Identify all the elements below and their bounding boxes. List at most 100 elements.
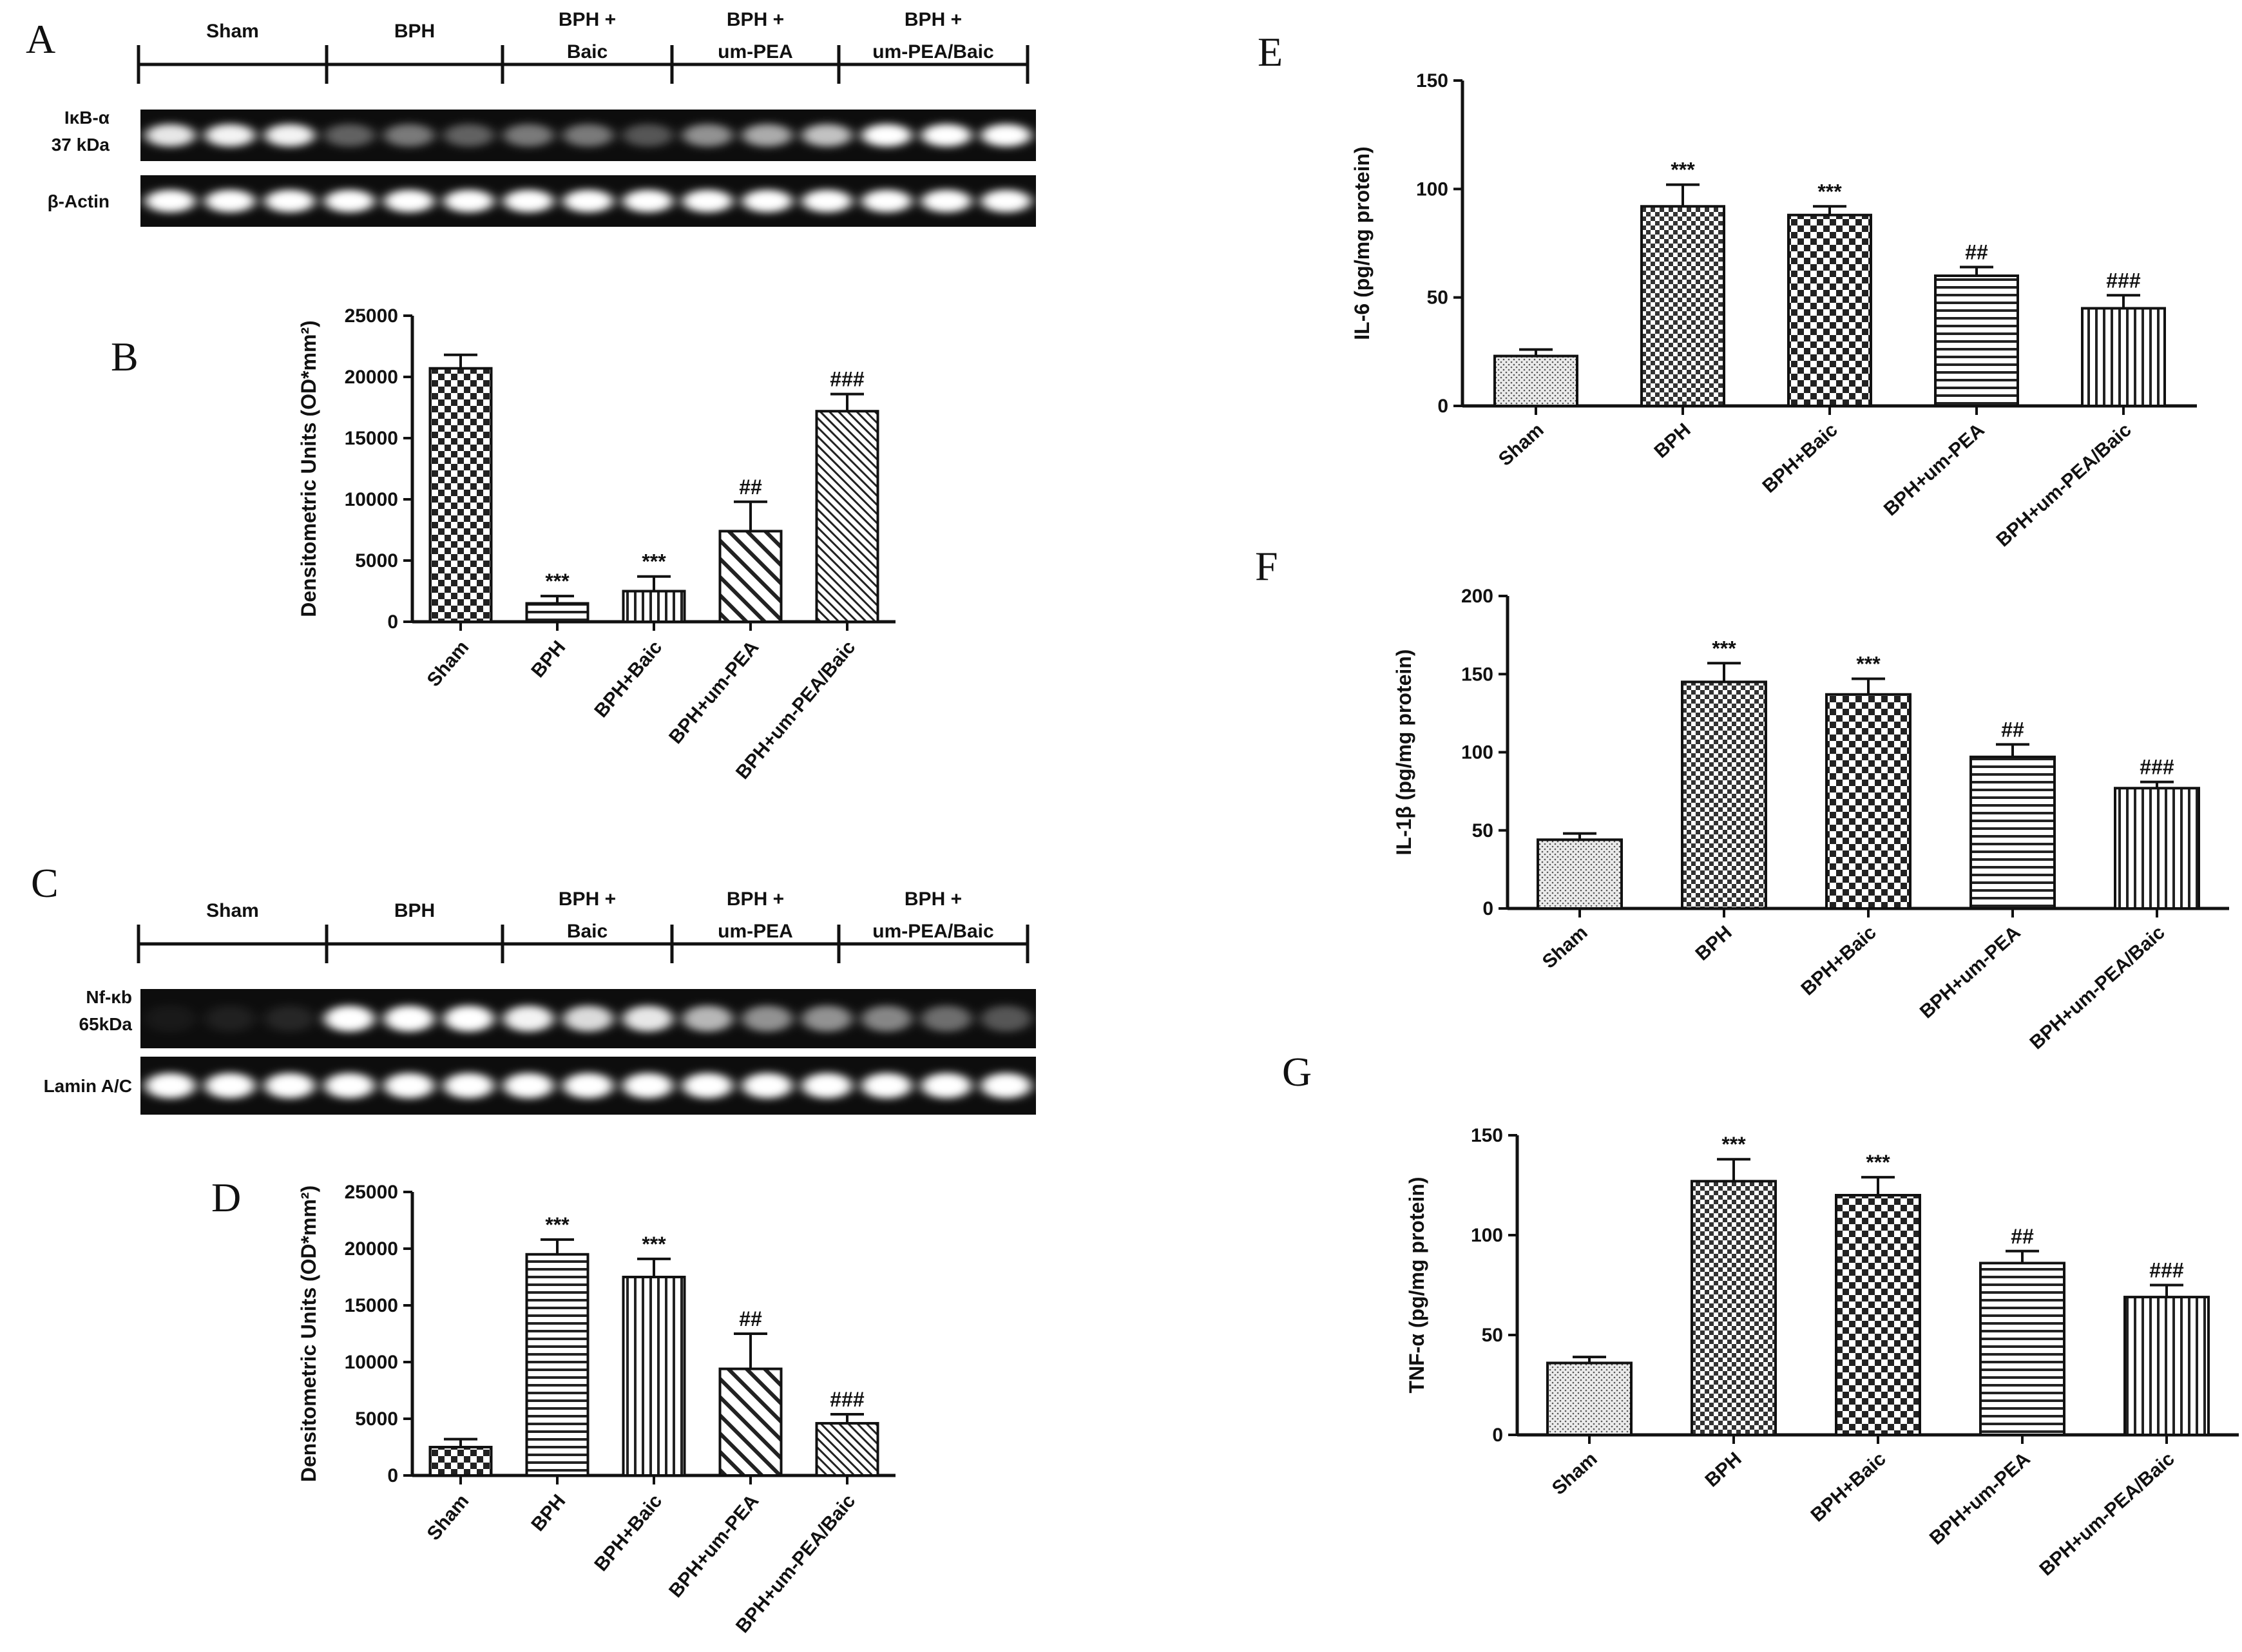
y-tick-label: 0: [387, 1465, 398, 1486]
western-blot-nfkb: Sham BPH BPH + Baic BPH + um-PEA BPH + um-PEA/B…: [44, 888, 1036, 1115]
blot-band: [861, 124, 912, 147]
x-tick-label: BPH+um-PEA: [665, 1490, 763, 1602]
bar-bph-um-pea-baic: [815, 1422, 879, 1477]
significance-label: ***: [1817, 180, 1842, 203]
y-tick-label: 25000: [345, 305, 398, 327]
blot-band: [801, 1073, 852, 1099]
blot-band: [443, 124, 494, 147]
blot-band: [205, 1073, 255, 1099]
blot-group-label: BPH +: [559, 9, 616, 30]
y-tick-label: 10000: [345, 489, 398, 510]
error-bar: [1960, 265, 1993, 276]
error-bar: [830, 392, 864, 412]
blot-group-label: Sham: [206, 21, 259, 42]
bar-chart-f: IL-1β (pg/mg protein) 0 50 100 150 200 Sham ***…: [1392, 586, 2229, 1053]
y-tick-label: 200: [1461, 586, 1493, 607]
error-bar: [830, 1412, 864, 1424]
x-tick-label: BPH+um-PEA: [1926, 1448, 2035, 1550]
blot-band: [861, 189, 912, 213]
blot-band: [622, 1005, 673, 1032]
significance-label: ###: [830, 368, 865, 391]
blot-band: [981, 189, 1031, 213]
significance-label: ***: [642, 550, 666, 573]
significance-label: ###: [2149, 1259, 2184, 1282]
blot-band: [324, 189, 375, 213]
blot-band: [264, 124, 315, 147]
blot-row-label: IκB-α: [64, 108, 110, 128]
x-tick-label: BPH: [527, 637, 570, 682]
bar-chart-e: IL-6 (pg/mg protein) 0 50 100 150 Sham *** BPH *…: [1350, 70, 2197, 551]
blot-band: [205, 1005, 255, 1032]
bar-bph-um-pea: [718, 1367, 783, 1477]
significance-label: ***: [1721, 1133, 1746, 1156]
bar-bph-um-pea: [1934, 274, 2019, 407]
y-tick-label: 150: [1461, 664, 1493, 685]
significance-label: ##: [2001, 718, 2024, 741]
blot-band: [742, 189, 792, 213]
bar-bph-um-pea: [1979, 1262, 2065, 1437]
bar-bph: [1681, 680, 1767, 910]
error-bar: [444, 1437, 477, 1447]
y-tick-label: 50: [1472, 820, 1493, 841]
bar-bph-baic: [622, 590, 686, 623]
blot-group-label: BPH: [394, 900, 435, 921]
error-bar: [1861, 1176, 1895, 1195]
y-tick-label: 25000: [345, 1182, 398, 1203]
x-tick-label: Sham: [1538, 922, 1592, 973]
blot-group-label: Baic: [567, 41, 608, 62]
significance-label: ##: [739, 1307, 762, 1330]
blot-band: [742, 124, 792, 147]
blot-group-label: Sham: [206, 900, 259, 921]
blot-band: [384, 124, 434, 147]
y-tick-label: 5000: [355, 1408, 398, 1430]
blot-band: [384, 1073, 434, 1099]
blot-band: [622, 124, 673, 147]
x-tick-label: BPH: [1692, 922, 1736, 965]
bar-sham: [1493, 354, 1578, 407]
significance-label: ***: [545, 1213, 570, 1236]
blot-band: [145, 189, 196, 213]
y-tick-label: 10000: [345, 1352, 398, 1373]
x-tick-label: BPH+um-PEA/Baic: [1993, 419, 2136, 552]
blot-band: [861, 1005, 912, 1032]
y-tick-label: 50: [1482, 1325, 1503, 1346]
bar-bph-um-pea-baic: [815, 410, 879, 623]
y-axis-label: Densitometric Units (OD*mm²): [297, 320, 320, 617]
error-bar: [1996, 743, 2029, 757]
blot-band: [145, 1005, 196, 1032]
blot-band: [324, 1005, 375, 1032]
error-bar: [734, 1332, 767, 1369]
panel-letter-f: F: [1255, 543, 1278, 589]
bar-sham: [428, 367, 493, 623]
y-tick-label: 20000: [345, 1238, 398, 1260]
y-tick-label: 15000: [345, 1295, 398, 1316]
blot-group-label: BPH +: [905, 9, 962, 30]
bar-bph-um-pea: [718, 530, 783, 624]
x-tick-label: BPH+um-PEA: [1880, 419, 1989, 521]
blot-group-label: um-PEA: [718, 921, 793, 942]
bar-bph-baic: [622, 1276, 686, 1477]
blot-band: [563, 189, 613, 213]
x-tick-label: BPH+Baic: [1758, 419, 1841, 497]
blot-band: [801, 1005, 852, 1032]
bar-chart-d: Densitometric Units (OD*mm²) 0 5000 10000 15…: [297, 1182, 896, 1637]
blot-row-label: 37 kDa: [52, 135, 110, 155]
blot-band: [921, 1005, 972, 1032]
blot-row-label: Nf-κb: [86, 987, 132, 1007]
x-tick-label: BPH: [1701, 1448, 1746, 1492]
blot-group-label: BPH +: [727, 9, 784, 30]
significance-label: ###: [2140, 756, 2174, 779]
significance-label: ***: [545, 570, 570, 593]
error-bar: [637, 575, 671, 591]
x-tick-label: BPH: [1651, 419, 1695, 463]
significance-label: ##: [1965, 241, 1988, 264]
error-bar: [1813, 205, 1846, 215]
error-bar: [637, 1257, 671, 1277]
error-bar: [1707, 662, 1741, 682]
blot-band: [503, 1073, 554, 1099]
blot-band: [324, 1073, 375, 1099]
bar-bph-baic: [1787, 213, 1872, 407]
blot-group-label: BPH +: [559, 888, 616, 910]
blot-group-label: BPH: [394, 21, 435, 42]
bar-bph-um-pea-baic: [2114, 787, 2200, 910]
